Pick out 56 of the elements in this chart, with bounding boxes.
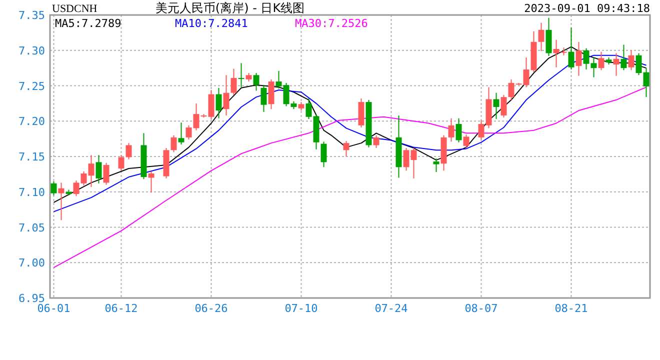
candlestick [343, 140, 350, 157]
candlestick [170, 134, 177, 153]
x-tick-label: 08-21 [554, 302, 588, 315]
annotation: 2023-09-01 09:43:18 [524, 2, 650, 15]
x-tick-label: 08-07 [464, 302, 498, 315]
y-tick-label: 7.15 [18, 150, 45, 164]
y-tick-label: 7.30 [18, 44, 45, 58]
candlestick [546, 17, 552, 57]
candlestick [50, 180, 57, 196]
annotation: USDCNH [52, 3, 98, 15]
text: MA30:7.2526 [295, 17, 368, 30]
candlestick [493, 92, 500, 120]
candlestick [320, 141, 327, 168]
candlestick [216, 87, 222, 119]
candlestick [148, 170, 154, 194]
text: MA5:7.2789 [55, 17, 122, 30]
text: MA10:7.2841 [175, 17, 248, 30]
y-tick-label: 7.10 [18, 186, 45, 199]
candlestick [620, 44, 627, 71]
candlestick [126, 142, 132, 160]
candlestick [268, 78, 274, 110]
candlestick [576, 41, 582, 76]
x-tick-label: 07-24 [374, 302, 408, 315]
candlestick [96, 154, 102, 184]
x-tick-label: 06-01 [37, 302, 70, 315]
x-tick-label: 06-12 [104, 302, 138, 315]
y-tick-label: 6.95 [18, 292, 45, 305]
chart-title: 美元人民币(离岸) - 日K线图 [155, 1, 305, 15]
candlestick [118, 154, 124, 172]
candlestick [253, 72, 260, 92]
candlestick [628, 50, 634, 71]
candlestick [456, 118, 462, 143]
candlestick [373, 134, 380, 149]
y-tick-label: 7.05 [18, 221, 45, 234]
candlestick [238, 62, 244, 88]
x-tick-label: 06-26 [194, 302, 228, 315]
y-tick-label: 7.00 [18, 256, 45, 270]
candlestick [230, 68, 237, 96]
candlestick [463, 134, 470, 149]
candlestick [358, 98, 364, 128]
candlestick [178, 122, 184, 145]
candlestick [58, 182, 64, 221]
candlestick [613, 52, 620, 76]
candlestick [598, 51, 604, 71]
candlestick [538, 22, 544, 52]
y-tick-label: 7.20 [18, 115, 45, 128]
y-tick-label: 7.25 [18, 80, 45, 93]
candlestick [448, 118, 454, 142]
candlestick [223, 74, 230, 116]
candlestick [103, 162, 110, 186]
candlestick [433, 158, 440, 173]
candlestick [500, 94, 507, 118]
candlestick [260, 85, 267, 112]
x-tick-label: 07-10 [284, 302, 318, 315]
y-tick-label: 7.35 [18, 9, 45, 22]
candlestick [568, 27, 574, 70]
